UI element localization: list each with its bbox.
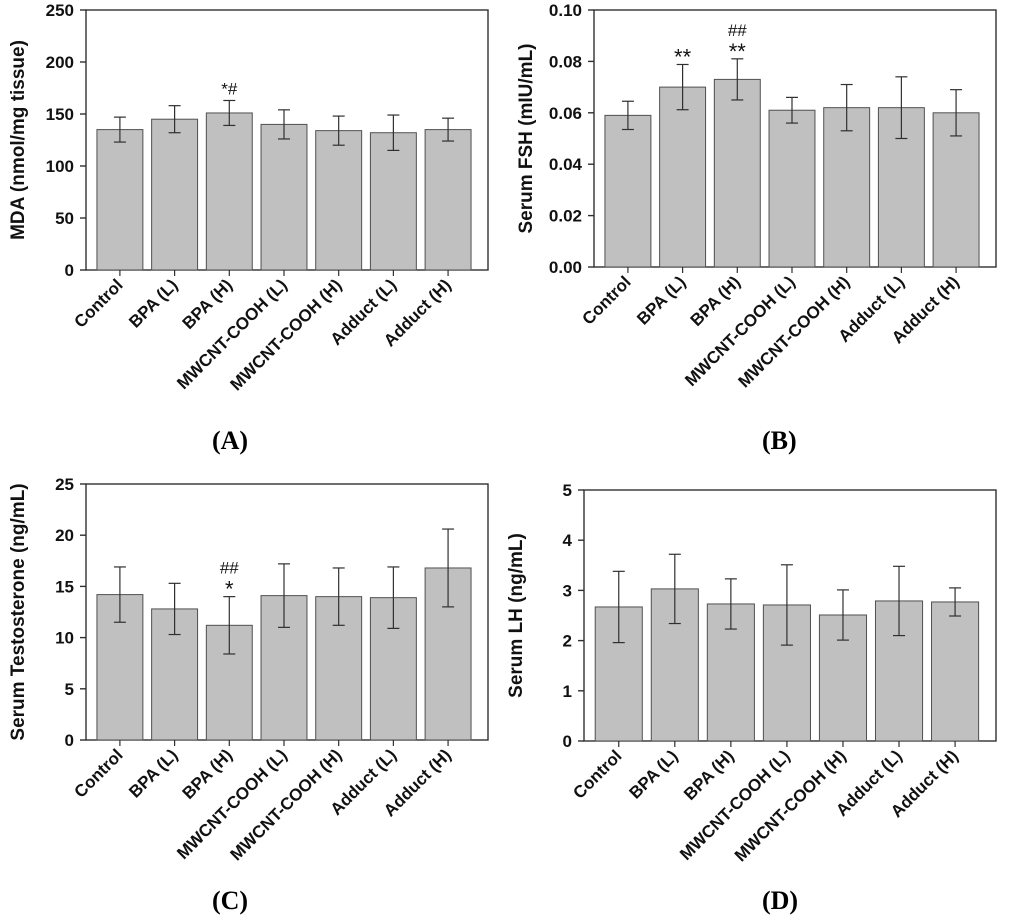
y-tick-label: 100 — [46, 157, 74, 176]
bar — [424, 129, 472, 271]
y-axis-label: Serum FSH (mIU/mL) — [516, 43, 537, 233]
y-tick-label: 25 — [55, 475, 74, 494]
panel-label-b: (B) — [762, 426, 797, 455]
y-axis-label: Serum LH (ng/mL) — [506, 533, 527, 698]
bar — [151, 118, 199, 271]
y-tick-label: 5 — [563, 481, 572, 500]
significance-annotation: ** — [674, 44, 692, 69]
bar — [823, 107, 871, 268]
y-tick-label: 0 — [563, 732, 572, 751]
y-tick-label: 0.00 — [549, 258, 582, 277]
y-axis-label: Serum Testosterone (ng/mL) — [8, 483, 29, 740]
y-tick-label: 0.10 — [549, 1, 582, 20]
bar — [205, 112, 253, 271]
y-tick-label: 0.04 — [549, 155, 583, 174]
bar — [932, 112, 980, 268]
bar — [931, 601, 980, 742]
bar — [659, 86, 707, 268]
y-axis-label: MDA (nmol/mg tissue) — [8, 40, 29, 240]
bar — [315, 130, 363, 271]
x-category-label: BPA (H) — [680, 746, 738, 804]
x-category-label: Control — [579, 272, 635, 328]
significance-annotation: * — [225, 577, 234, 602]
y-tick-label: 5 — [65, 680, 74, 699]
panel-label-a: (A) — [212, 426, 249, 455]
y-tick-label: 2 — [563, 632, 572, 651]
y-tick-label: 0.08 — [549, 52, 582, 71]
y-tick-label: 0.02 — [549, 207, 582, 226]
x-category-label: Control — [71, 745, 127, 801]
y-tick-label: 0 — [65, 731, 74, 750]
y-tick-label: 20 — [55, 526, 74, 545]
chart-panel-c: 0 5 10 15 20 25 Serum Testosterone (ng/mL) Cont… — [8, 475, 489, 864]
significance-annotation: ** — [729, 39, 747, 64]
y-tick-label: 15 — [55, 577, 74, 596]
x-category-label: BPA (L) — [125, 275, 181, 331]
significance-annotation: ## — [220, 559, 239, 578]
bar — [369, 132, 417, 271]
significance-annotation: ## — [728, 21, 747, 40]
chart-panel-d: 0 1 2 3 4 5 Serum LH (ng/mL) Control BPA (L)BPA … — [506, 481, 997, 865]
significance-annotation: *# — [221, 79, 238, 98]
y-tick-label: 0.06 — [549, 104, 582, 123]
y-tick-label: 250 — [46, 1, 74, 20]
x-category-label: MWCNT-COOH (L) — [676, 746, 794, 864]
y-tick-label: 1 — [563, 682, 572, 701]
bar — [604, 114, 652, 268]
y-tick-label: 0 — [65, 261, 74, 280]
bar — [768, 109, 816, 268]
y-tick-label: 3 — [563, 581, 572, 600]
y-tick-label: 50 — [55, 209, 74, 228]
chart-panel-b: 0.00 0.02 0.04 0.06 0.08 0.10 Serum FSH (mIU/m… — [516, 1, 997, 391]
x-category-label: BPA (L) — [633, 272, 689, 328]
x-category-label: Control — [569, 746, 625, 802]
bar — [260, 123, 308, 271]
panel-label-c: (C) — [212, 886, 249, 915]
x-category-label: BPA (L) — [625, 746, 681, 802]
y-tick-label: 4 — [563, 531, 573, 550]
x-category-label: Control — [71, 275, 127, 331]
y-tick-label: 200 — [46, 53, 74, 72]
bar — [713, 78, 761, 268]
chart-panel-a: 0 50 100 150 200 250 MDA (nmol/mg tissue) Contr… — [8, 1, 489, 394]
y-tick-label: 10 — [55, 629, 74, 648]
bar — [96, 129, 144, 271]
x-category-label: BPA (L) — [125, 745, 181, 801]
panel-label-d: (D) — [762, 886, 799, 915]
y-tick-label: 150 — [46, 105, 74, 124]
